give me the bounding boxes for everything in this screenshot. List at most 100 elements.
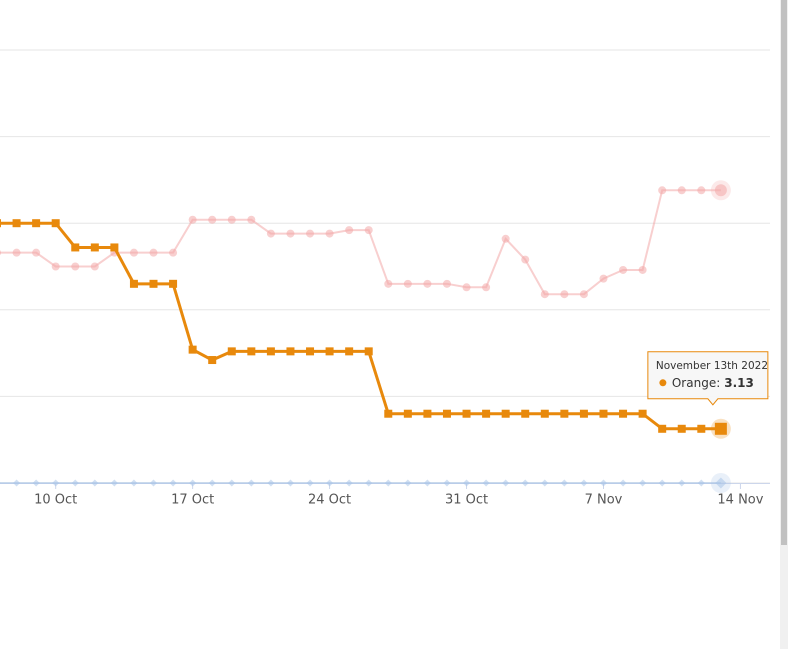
marker	[423, 409, 432, 418]
marker	[423, 279, 432, 288]
marker	[208, 479, 216, 487]
marker	[501, 409, 510, 418]
marker	[91, 479, 99, 487]
marker	[619, 409, 628, 418]
marker	[169, 279, 178, 288]
marker	[227, 347, 236, 356]
series-line	[0, 189, 721, 296]
marker	[90, 262, 99, 271]
marker	[502, 479, 510, 487]
marker	[639, 479, 647, 487]
marker	[619, 479, 627, 487]
scrollbar-thumb[interactable]	[781, 0, 787, 545]
marker	[0, 219, 1, 228]
tooltip-box	[647, 351, 769, 406]
marker	[149, 248, 158, 257]
marker	[208, 356, 217, 365]
x-tick-label: 24 Oct	[308, 493, 351, 508]
marker	[32, 219, 41, 228]
marker	[521, 479, 529, 487]
marker	[52, 479, 60, 487]
marker	[188, 215, 197, 224]
marker	[0, 249, 1, 256]
marker	[403, 409, 412, 418]
marker	[345, 347, 354, 356]
marker	[12, 219, 21, 228]
marker	[658, 424, 667, 433]
marker	[189, 479, 197, 487]
marker	[247, 215, 256, 224]
marker	[364, 226, 373, 235]
marker	[482, 283, 491, 292]
marker	[208, 215, 217, 224]
marker	[325, 347, 334, 356]
marker	[638, 265, 647, 274]
marker	[51, 219, 60, 228]
marker	[90, 243, 99, 252]
marker	[599, 274, 608, 283]
marker	[580, 479, 588, 487]
series-line	[0, 221, 721, 431]
marker	[521, 409, 530, 418]
marker	[169, 479, 177, 487]
x-tick-label: 10 Oct	[34, 493, 77, 508]
marker	[129, 279, 138, 288]
marker	[697, 424, 706, 433]
tooltip-value: 3.13	[724, 375, 754, 389]
marker	[678, 479, 686, 487]
marker	[325, 229, 334, 238]
marker	[110, 243, 119, 252]
marker	[326, 479, 334, 487]
marker	[286, 479, 294, 487]
x-tick-label: 7 Nov	[585, 493, 623, 508]
marker	[286, 229, 295, 238]
marker	[306, 347, 315, 356]
marker	[442, 409, 451, 418]
tooltip-header: November 13th 2022	[656, 360, 768, 372]
marker	[540, 290, 549, 299]
marker	[150, 479, 158, 487]
marker	[129, 248, 138, 257]
marker	[32, 248, 41, 257]
marker	[384, 279, 393, 288]
marker	[51, 262, 60, 271]
marker	[482, 409, 491, 418]
marker	[247, 347, 256, 356]
marker	[482, 479, 490, 487]
marker	[619, 265, 628, 274]
marker	[266, 229, 275, 238]
marker	[697, 479, 705, 487]
marker	[560, 479, 568, 487]
marker	[267, 479, 275, 487]
tooltip-dot	[659, 379, 667, 387]
tooltip: November 13th 2022 Orange: 3.13	[647, 351, 769, 406]
marker	[403, 279, 412, 288]
marker	[599, 409, 608, 418]
marker	[579, 409, 588, 418]
marker	[0, 482, 1, 484]
marker	[247, 479, 255, 487]
marker	[697, 186, 706, 195]
marker	[404, 479, 412, 487]
x-tick-label: 17 Oct	[171, 493, 214, 508]
marker	[13, 479, 21, 487]
marker	[345, 479, 353, 487]
marker	[442, 279, 451, 288]
marker	[560, 409, 569, 418]
marker	[579, 290, 588, 299]
marker	[71, 262, 80, 271]
marker	[638, 409, 647, 418]
marker	[345, 226, 354, 235]
marker	[462, 283, 471, 292]
marker	[443, 479, 451, 487]
marker	[71, 479, 79, 487]
marker	[266, 347, 275, 356]
marker	[365, 479, 373, 487]
marker	[714, 184, 727, 197]
marker	[227, 215, 236, 224]
marker	[149, 279, 158, 288]
marker	[71, 243, 80, 252]
marker	[540, 409, 549, 418]
